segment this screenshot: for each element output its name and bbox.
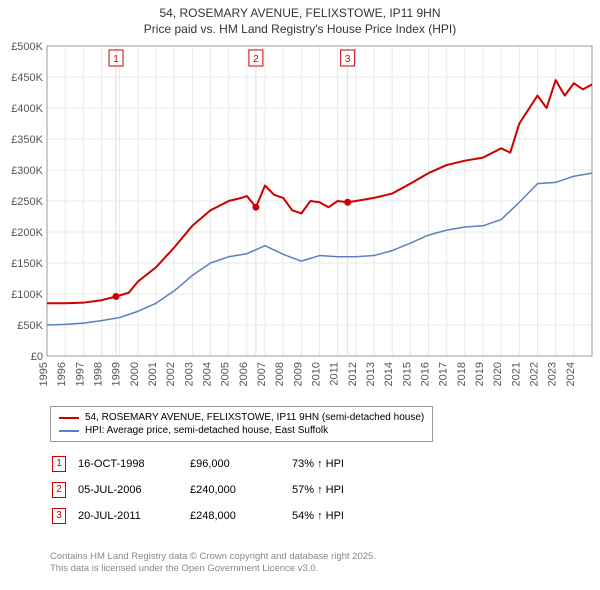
svg-text:2024: 2024: [565, 362, 577, 386]
sale-price: £96,000: [190, 452, 290, 476]
svg-text:2012: 2012: [347, 362, 359, 386]
sale-delta: 54% ↑ HPI: [292, 504, 354, 528]
svg-text:1: 1: [113, 54, 119, 65]
svg-text:£200K: £200K: [11, 227, 43, 239]
svg-text:2014: 2014: [383, 362, 395, 386]
svg-text:2022: 2022: [529, 362, 541, 386]
legend-row: 54, ROSEMARY AVENUE, FELIXSTOWE, IP11 9H…: [59, 411, 424, 424]
svg-text:2000: 2000: [129, 362, 141, 386]
table-row: 2 05-JUL-2006£240,00057% ↑ HPI: [52, 478, 354, 502]
svg-text:£450K: £450K: [11, 72, 43, 84]
svg-text:£100K: £100K: [11, 289, 43, 301]
sale-price: £240,000: [190, 478, 290, 502]
svg-text:2010: 2010: [311, 362, 323, 386]
svg-text:2017: 2017: [438, 362, 450, 386]
svg-text:2019: 2019: [474, 362, 486, 386]
legend-label: HPI: Average price, semi-detached house,…: [85, 425, 328, 436]
table-row: 1 16-OCT-1998£96,00073% ↑ HPI: [52, 452, 354, 476]
svg-text:1996: 1996: [56, 362, 68, 386]
svg-text:2004: 2004: [202, 362, 214, 386]
svg-text:£50K: £50K: [17, 320, 43, 332]
sales-table: 1 16-OCT-1998£96,00073% ↑ HPI 2 05-JUL-2006…: [50, 450, 356, 530]
svg-text:2006: 2006: [238, 362, 250, 386]
svg-text:£300K: £300K: [11, 165, 43, 177]
sale-marker-badge: 1: [52, 456, 66, 472]
svg-text:2015: 2015: [401, 362, 413, 386]
table-row: 3 20-JUL-2011£248,00054% ↑ HPI: [52, 504, 354, 528]
sale-delta: 57% ↑ HPI: [292, 478, 354, 502]
sale-marker-badge: 3: [52, 508, 66, 524]
svg-text:1997: 1997: [74, 362, 86, 386]
sale-marker-badge: 2: [52, 482, 66, 498]
sale-date: 16-OCT-1998: [78, 452, 188, 476]
svg-text:1995: 1995: [38, 362, 50, 386]
svg-text:£400K: £400K: [11, 103, 43, 115]
legend-row: HPI: Average price, semi-detached house,…: [59, 424, 424, 437]
svg-text:2001: 2001: [147, 362, 159, 386]
svg-text:1998: 1998: [93, 362, 105, 386]
svg-text:£0: £0: [31, 351, 43, 363]
sale-date: 20-JUL-2011: [78, 504, 188, 528]
svg-text:2009: 2009: [292, 362, 304, 386]
svg-text:1999: 1999: [111, 362, 123, 386]
price-chart: £0 £50K £100K £150K £200K £250K £300K £350K £400…: [5, 40, 595, 400]
svg-text:2023: 2023: [547, 362, 559, 386]
svg-text:2013: 2013: [365, 362, 377, 386]
sale-date: 05-JUL-2006: [78, 478, 188, 502]
svg-text:2018: 2018: [456, 362, 468, 386]
svg-text:2: 2: [253, 54, 259, 65]
chart-legend: 54, ROSEMARY AVENUE, FELIXSTOWE, IP11 9H…: [50, 406, 433, 442]
sale-delta: 73% ↑ HPI: [292, 452, 354, 476]
svg-text:2021: 2021: [510, 362, 522, 386]
chart-title-block: 54, ROSEMARY AVENUE, FELIXSTOWE, IP11 9H…: [0, 0, 600, 39]
svg-text:2007: 2007: [256, 362, 268, 386]
title-line-1: 54, ROSEMARY AVENUE, FELIXSTOWE, IP11 9H…: [10, 6, 590, 22]
svg-text:2020: 2020: [492, 362, 504, 386]
svg-text:2011: 2011: [329, 362, 341, 386]
svg-text:£350K: £350K: [11, 134, 43, 146]
svg-text:3: 3: [345, 54, 351, 65]
svg-text:2008: 2008: [274, 362, 286, 386]
svg-text:£150K: £150K: [11, 258, 43, 270]
legend-swatch: [59, 430, 79, 432]
svg-text:2016: 2016: [420, 362, 432, 386]
svg-text:2002: 2002: [165, 362, 177, 386]
legend-swatch: [59, 417, 79, 419]
footer-attribution: Contains HM Land Registry data © Crown c…: [50, 551, 376, 575]
sale-price: £248,000: [190, 504, 290, 528]
svg-text:2003: 2003: [183, 362, 195, 386]
svg-text:£500K: £500K: [11, 41, 43, 53]
title-line-2: Price paid vs. HM Land Registry's House …: [10, 22, 590, 38]
footer-line-2: This data is licensed under the Open Gov…: [50, 563, 376, 575]
svg-text:£250K: £250K: [11, 196, 43, 208]
footer-line-1: Contains HM Land Registry data © Crown c…: [50, 551, 376, 563]
legend-label: 54, ROSEMARY AVENUE, FELIXSTOWE, IP11 9H…: [85, 412, 424, 423]
svg-text:2005: 2005: [220, 362, 232, 386]
